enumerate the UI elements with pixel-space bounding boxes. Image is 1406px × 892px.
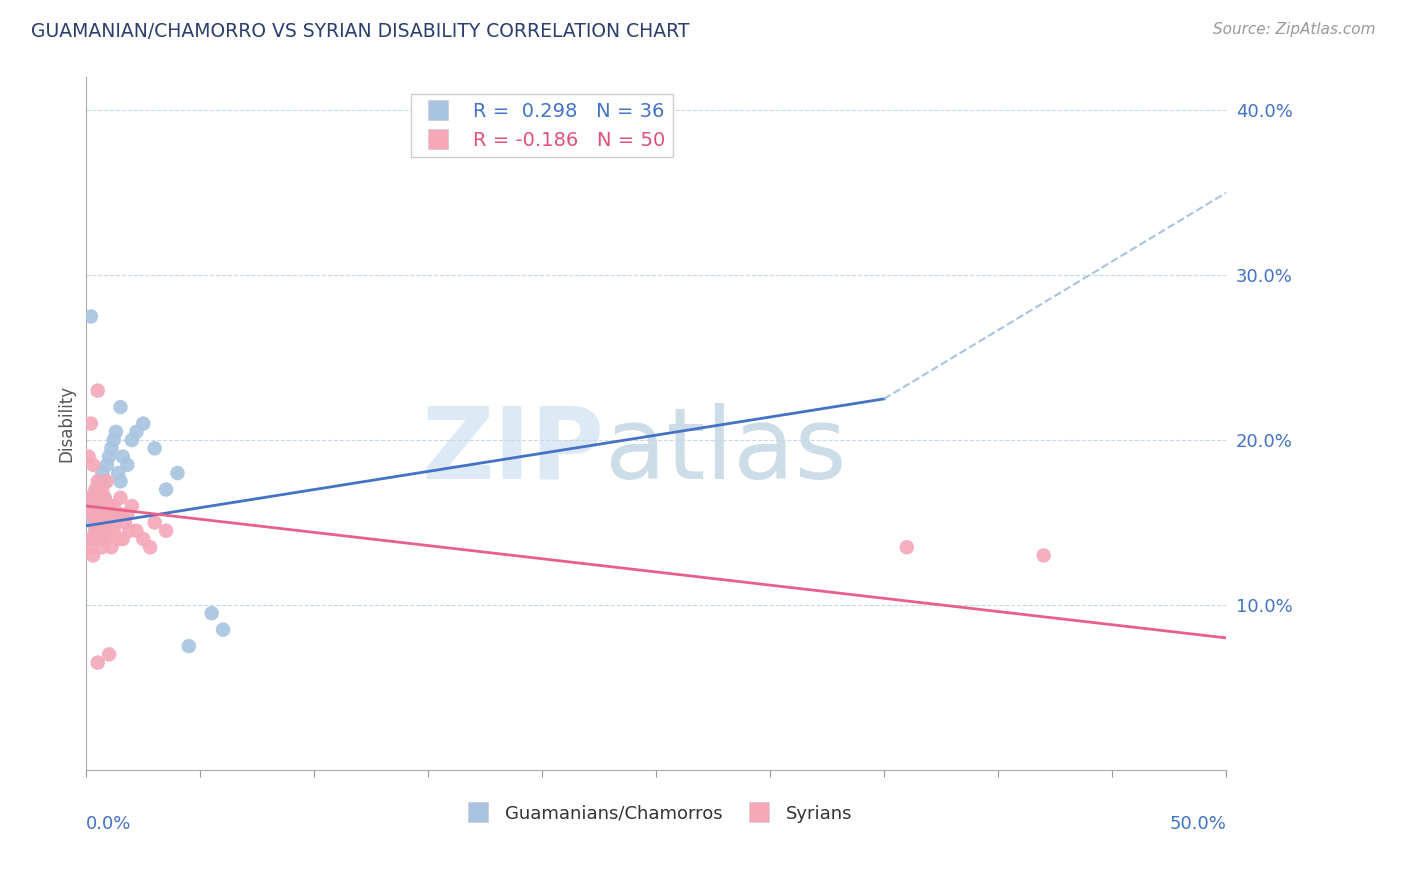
Point	[80, 540, 103, 554]
Point	[107, 532, 129, 546]
Point	[132, 417, 155, 431]
Point	[155, 524, 177, 538]
Point	[125, 425, 148, 439]
Point	[77, 491, 100, 505]
Point	[139, 540, 162, 554]
Point	[93, 491, 115, 505]
Point	[84, 524, 107, 538]
Point	[201, 606, 224, 620]
Point	[89, 532, 111, 546]
Point	[89, 499, 111, 513]
Point	[91, 524, 114, 538]
Point	[82, 491, 104, 505]
Point	[104, 425, 127, 439]
Point	[110, 400, 132, 414]
Point	[98, 648, 121, 662]
Point	[84, 524, 107, 538]
Point	[80, 417, 103, 431]
Point	[114, 516, 136, 530]
Point	[77, 508, 100, 522]
Point	[212, 623, 235, 637]
Text: 0.0%: 0.0%	[86, 814, 132, 833]
Point	[80, 532, 103, 546]
Point	[107, 466, 129, 480]
Legend: Guamanians/Chamorros, Syrians: Guamanians/Chamorros, Syrians	[453, 797, 859, 830]
Point	[86, 384, 108, 398]
Point	[103, 508, 125, 522]
Text: Source: ZipAtlas.com: Source: ZipAtlas.com	[1212, 22, 1375, 37]
Text: GUAMANIAN/CHAMORRO VS SYRIAN DISABILITY CORRELATION CHART: GUAMANIAN/CHAMORRO VS SYRIAN DISABILITY …	[31, 22, 689, 41]
Point	[143, 516, 166, 530]
Point	[177, 639, 200, 653]
Point	[100, 508, 122, 522]
Point	[110, 491, 132, 505]
Point	[91, 466, 114, 480]
Point	[89, 516, 111, 530]
Point	[84, 516, 107, 530]
Point	[103, 524, 125, 538]
Point	[96, 475, 118, 489]
Point	[82, 458, 104, 472]
Point	[132, 532, 155, 546]
Point	[82, 516, 104, 530]
Text: 50.0%: 50.0%	[1170, 814, 1226, 833]
Point	[103, 499, 125, 513]
Point	[896, 540, 918, 554]
Point	[121, 433, 143, 447]
Point	[93, 475, 115, 489]
Point	[110, 475, 132, 489]
Point	[86, 483, 108, 497]
Point	[155, 483, 177, 497]
Point	[89, 491, 111, 505]
Text: atlas: atlas	[605, 403, 846, 500]
Point	[1032, 549, 1054, 563]
Point	[86, 508, 108, 522]
Point	[111, 450, 134, 464]
Point	[117, 458, 139, 472]
Point	[82, 549, 104, 563]
Point	[118, 524, 141, 538]
Point	[110, 508, 132, 522]
Point	[117, 508, 139, 522]
Point	[125, 524, 148, 538]
Point	[166, 466, 188, 480]
Point	[93, 508, 115, 522]
Point	[143, 442, 166, 456]
Point	[80, 310, 103, 324]
Point	[93, 491, 115, 505]
Point	[91, 532, 114, 546]
Y-axis label: Disability: Disability	[58, 385, 75, 462]
Point	[100, 540, 122, 554]
Point	[111, 532, 134, 546]
Point	[93, 532, 115, 546]
Point	[98, 516, 121, 530]
Point	[77, 450, 100, 464]
Point	[96, 458, 118, 472]
Point	[84, 483, 107, 497]
Point	[96, 516, 118, 530]
Point	[98, 499, 121, 513]
Point	[103, 433, 125, 447]
Point	[121, 499, 143, 513]
Point	[80, 508, 103, 522]
Point	[100, 442, 122, 456]
Point	[86, 656, 108, 670]
Point	[86, 475, 108, 489]
Point	[104, 516, 127, 530]
Point	[91, 540, 114, 554]
Point	[77, 532, 100, 546]
Text: ZIP: ZIP	[422, 403, 605, 500]
Point	[98, 524, 121, 538]
Point	[82, 499, 104, 513]
Point	[86, 508, 108, 522]
Point	[84, 499, 107, 513]
Point	[98, 450, 121, 464]
Point	[89, 475, 111, 489]
Point	[91, 483, 114, 497]
